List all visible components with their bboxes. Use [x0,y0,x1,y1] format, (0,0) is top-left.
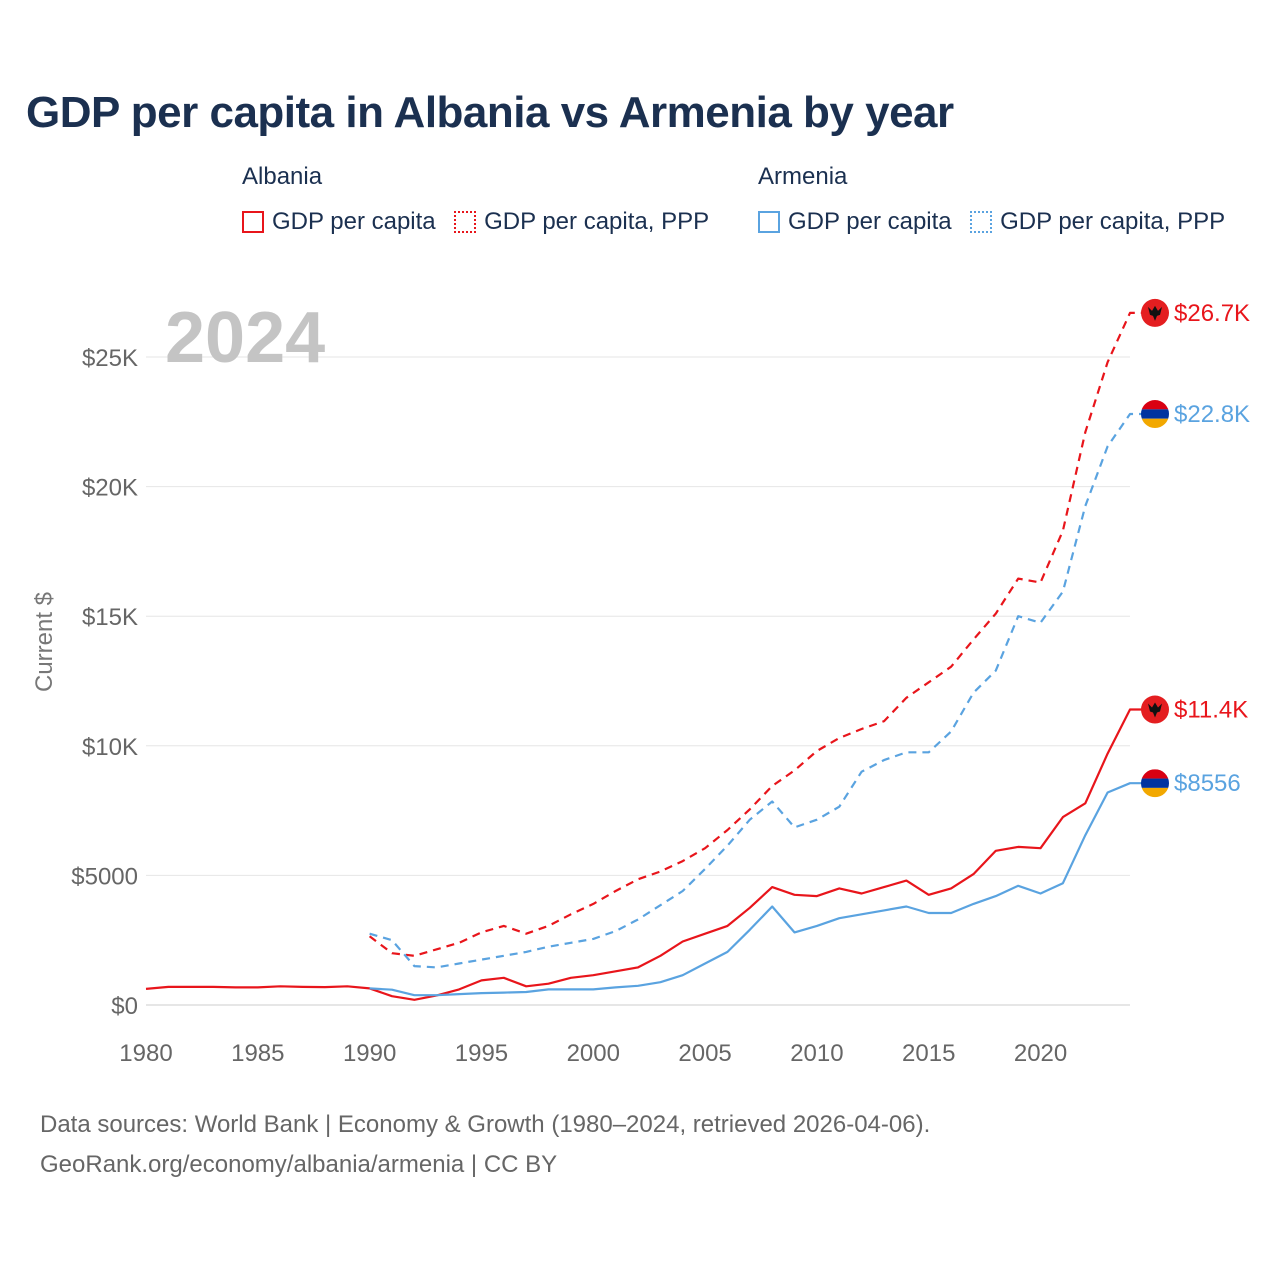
x-tick-label: 1990 [343,1040,396,1067]
y-tick-label: $20K [82,475,138,502]
legend-swatch-dotted-icon [454,211,477,233]
armenia-flag-icon [1141,769,1169,798]
end-labels: $11.4K $26.7K $8556 $22.8K [1141,298,1250,798]
legend-item-armenia-gdp[interactable]: GDP per capita [758,208,952,236]
legend-label: GDP per capita [272,208,436,235]
y-tick-label: $25K [82,345,138,372]
year-label: 2024 [165,298,325,378]
y-tick-label: $5000 [71,863,138,890]
x-axis: 1980 1985 1990 1995 2000 2005 2010 2015 2020 [119,1040,1067,1067]
x-tick-label: 1980 [119,1040,172,1067]
y-tick-label: $15K [82,604,138,631]
chart-title: GDP per capita in Albania vs Armenia by … [26,88,954,137]
y-tick-label: $0 [111,993,138,1020]
armenia-flag-icon [1141,400,1169,429]
y-axis-label: Current $ [31,592,58,692]
legend-label: GDP per capita [788,208,952,235]
legend-swatch-solid-icon [758,211,780,233]
series-end-label: $22.8K [1174,401,1250,428]
x-tick-label: 2005 [678,1040,731,1067]
legend-swatch-solid-icon [242,211,264,233]
legend-group-armenia: Armenia GDP per capita GDP per capita, P… [758,160,1239,238]
legend-label: GDP per capita, PPP [484,208,710,235]
x-tick-label: 1995 [455,1040,508,1067]
line-chart: $0 $5000 $10K $15K $20K $25K 1980 1985 1990 1995… [31,298,1250,1067]
legend-country-albania: Albania [242,163,323,190]
series-line [145,708,1154,1001]
x-tick-label: 2000 [567,1040,620,1067]
series-line [369,782,1154,997]
series-line [369,412,1154,969]
legend-item-albania-gdp-ppp[interactable]: GDP per capita, PPP [454,208,709,236]
legend: Albania GDP per capita GDP per capita, P… [0,160,1280,240]
series-end-label: $8556 [1174,770,1241,797]
gridlines [146,356,1130,1006]
series-line [368,311,1154,957]
x-tick-label: 2020 [1014,1040,1067,1067]
x-tick-label: 2010 [790,1040,843,1067]
series-end-label: $26.7K [1174,300,1250,327]
source-note: Data sources: World Bank | Economy & Gro… [40,1105,930,1185]
series-lines [145,311,1154,1001]
y-tick-label: $10K [82,734,138,761]
source-line-2: GeoRank.org/economy/albania/armenia | CC… [40,1151,558,1178]
legend-country-armenia: Armenia [758,163,848,190]
albania-flag-icon [1141,298,1169,327]
y-axis: $0 $5000 $10K $15K $20K $25K [71,345,138,1020]
legend-item-albania-gdp[interactable]: GDP per capita [242,208,436,236]
legend-label: GDP per capita, PPP [1000,208,1226,235]
series-end-label: $11.4K [1174,697,1248,724]
x-tick-label: 2015 [902,1040,955,1067]
legend-group-albania: Albania GDP per capita GDP per capita, P… [242,160,723,238]
legend-swatch-dotted-icon [970,211,993,233]
source-line-1: Data sources: World Bank | Economy & Gro… [40,1111,931,1138]
x-tick-label: 1985 [231,1040,284,1067]
albania-flag-icon [1141,695,1169,724]
legend-item-armenia-gdp-ppp[interactable]: GDP per capita, PPP [970,208,1225,236]
